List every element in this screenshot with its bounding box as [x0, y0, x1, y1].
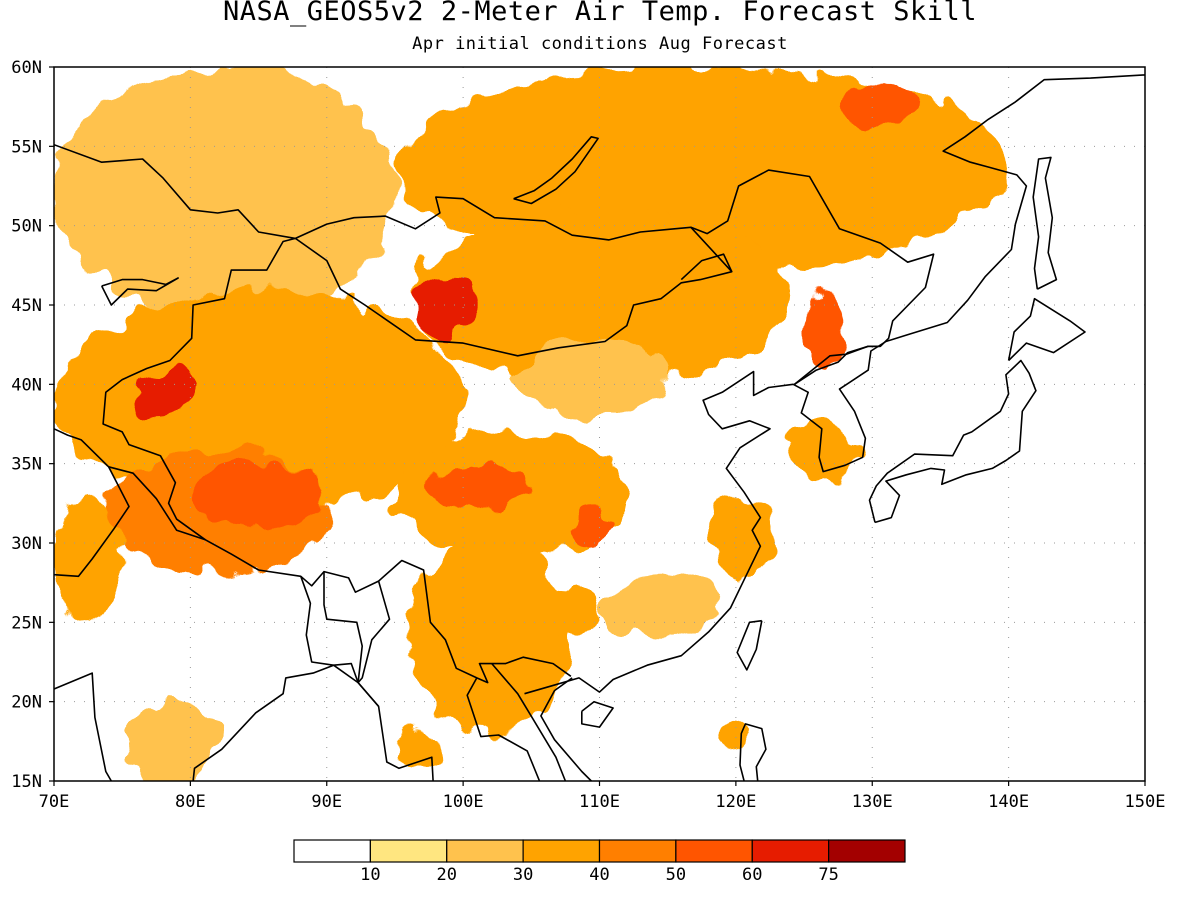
lat-tick-label: 40N	[11, 375, 42, 395]
colorbar: 10 20 30 40 50 60 75	[293, 839, 906, 885]
skill-region-11	[122, 701, 218, 781]
skill-field	[54, 67, 1009, 781]
skill-region-16	[190, 463, 327, 528]
border-korea	[794, 345, 881, 385]
coastline-hokkaido	[1007, 297, 1086, 362]
lon-tick-label: 80E	[175, 792, 206, 812]
colorbar-swatch	[828, 839, 906, 863]
lake-baikal	[513, 136, 599, 205]
coastline-bay-of-bengal	[192, 662, 434, 781]
skill-region-19	[844, 82, 914, 131]
border-kazakh-russia	[54, 143, 296, 240]
skill-region-12	[790, 416, 859, 480]
lat-tick-label: 50N	[11, 217, 42, 237]
colorbar-swatch	[751, 839, 830, 863]
map-axes: 70E 80E 90E 100E 110E 120E 130E 140E 150E 15N 20N 2…	[11, 58, 1165, 812]
skill-region-13	[394, 733, 436, 766]
lon-tick-label: 110E	[579, 792, 620, 812]
lon-tick-label: 90E	[311, 792, 342, 812]
lat-tick-label: 60N	[11, 58, 42, 78]
border-kazakh-china	[102, 237, 296, 541]
colorbar-swatch	[369, 839, 448, 863]
coastline-hainan	[580, 700, 614, 728]
colorbar-swatch	[293, 839, 371, 863]
skill-region-10	[54, 495, 123, 623]
skill-region-18	[804, 289, 845, 369]
border-mongolia-russia	[295, 196, 733, 273]
lat-tick-label: 55N	[11, 137, 42, 157]
border-laos-thailand	[466, 677, 541, 781]
lat-tick-label: 35N	[11, 455, 42, 475]
colorbar-label: 30	[513, 865, 533, 885]
skill-region-21	[504, 590, 600, 639]
skill-region-9	[708, 495, 777, 575]
skill-region-14	[722, 717, 750, 750]
coastline-east-asia	[524, 74, 1145, 695]
lon-tick-label: 120E	[715, 792, 756, 812]
lat-tick-label: 15N	[11, 772, 42, 792]
skill-region-22	[572, 511, 614, 543]
colorbar-label: 20	[437, 865, 457, 885]
coastline-taiwan	[736, 619, 763, 671]
border-myanmar	[357, 580, 391, 707]
lat-tick-label: 30N	[11, 534, 42, 554]
skill-region-0	[54, 67, 395, 321]
border-china-mongolia	[294, 237, 733, 357]
colorbar-label: 50	[666, 865, 686, 885]
coastline-japan	[868, 359, 1037, 524]
colorbar-label: 60	[742, 865, 762, 885]
lon-tick-label: 100E	[443, 792, 484, 812]
lat-tick-label: 25N	[11, 613, 42, 633]
colorbar-swatch	[522, 839, 601, 863]
colorbar-swatch	[446, 839, 524, 863]
border-south-asia	[54, 428, 130, 578]
skill-region-15	[135, 368, 191, 417]
coastline-south-asia	[54, 672, 112, 781]
coastline-indochina	[465, 677, 593, 781]
lat-tick-label: 45N	[11, 296, 42, 316]
lat-tick-label: 20N	[11, 693, 42, 713]
coastlines-and-borders	[54, 74, 1145, 781]
colorbar-swatch	[598, 839, 677, 863]
skill-region-7	[408, 543, 573, 734]
colorbar-swatch	[675, 839, 753, 863]
skill-region-4	[54, 289, 464, 512]
lon-tick-label: 70E	[39, 792, 70, 812]
skill-region-17	[408, 273, 477, 337]
colorbar-label: 40	[589, 865, 609, 885]
colorbar-label: 75	[818, 865, 838, 885]
lon-tick-label: 130E	[852, 792, 893, 812]
skill-region-3	[517, 336, 668, 417]
lake-balkhash	[100, 277, 179, 306]
coastline-sakhalin	[1032, 156, 1058, 290]
border-laos-vietnam	[491, 663, 567, 781]
skill-region-8	[599, 574, 723, 639]
chart-title: NASA_GEOS5v2 2-Meter Air Temp. Forecast …	[223, 0, 977, 27]
colorbar-label: 10	[360, 865, 380, 885]
chart-subtitle: Apr initial conditions Aug Forecast	[412, 34, 788, 54]
lon-tick-label: 150E	[1125, 792, 1166, 812]
coastline-luzon	[739, 723, 767, 781]
lon-tick-label: 140E	[988, 792, 1029, 812]
skill-region-20	[422, 463, 532, 512]
